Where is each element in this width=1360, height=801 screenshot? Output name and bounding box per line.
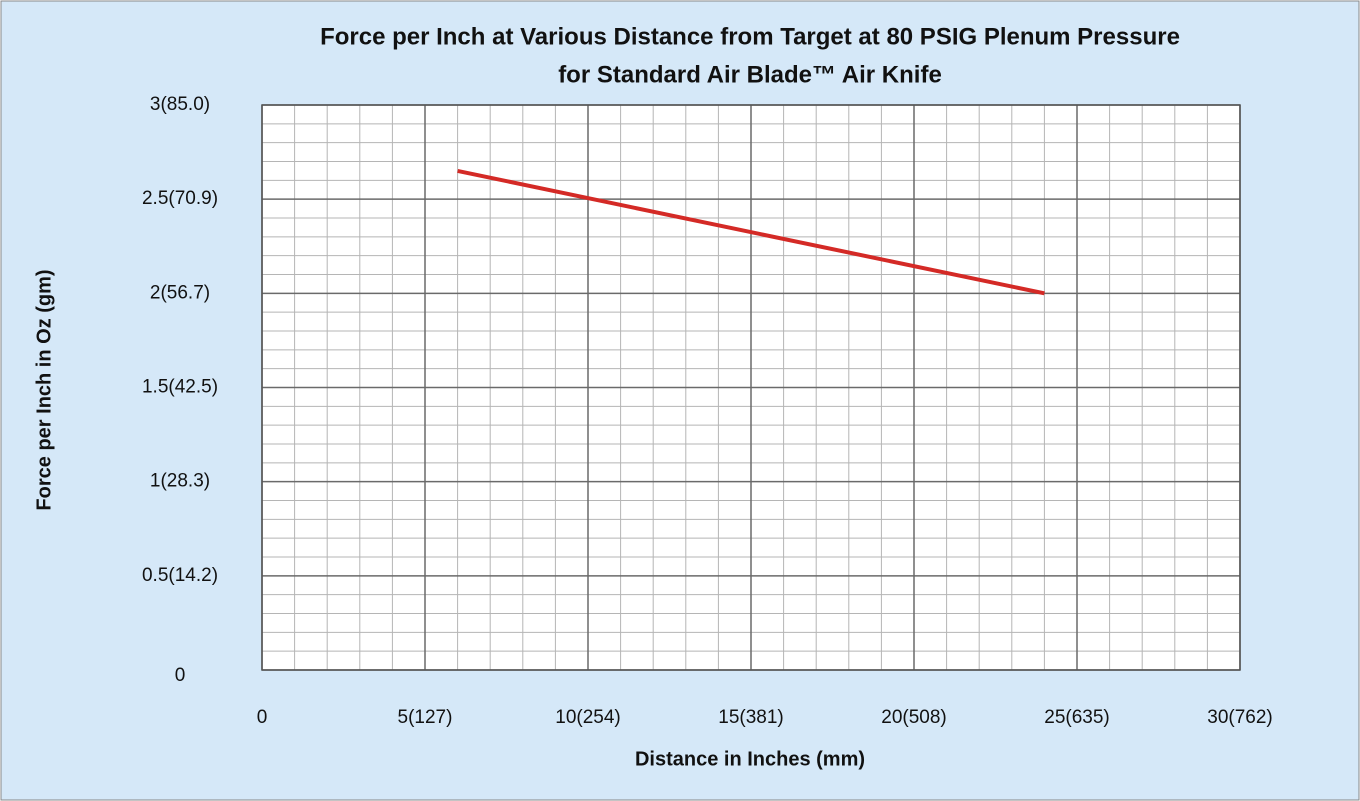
- chart-title: Force per Inch at Various Distance from …: [320, 23, 1180, 50]
- y-tick-label: 3(85.0): [150, 94, 210, 115]
- y-tick-label: 0.5(14.2): [142, 565, 218, 586]
- x-tick-label: 15(381): [718, 707, 784, 728]
- chart-title: for Standard Air Blade™ Air Knife: [558, 61, 942, 88]
- x-tick-label: 25(635): [1044, 707, 1110, 728]
- x-tick-label: 20(508): [881, 707, 947, 728]
- data-line: [457, 168, 1045, 296]
- y-axis-label: Force per Inch in Oz (gm): [33, 269, 55, 510]
- plot-border: [261, 104, 1241, 671]
- x-tick-label: 5(127): [398, 707, 453, 728]
- y-tick-label: 2.5(70.9): [142, 188, 218, 209]
- y-tick-label: 2(56.7): [150, 282, 210, 303]
- y-tick-label: 1.5(42.5): [142, 377, 218, 398]
- x-tick-label: 10(254): [555, 707, 621, 728]
- x-tick-label: 30(762): [1207, 707, 1273, 728]
- y-tick-label: 0: [175, 665, 186, 686]
- x-axis-label: Distance in Inches (mm): [635, 748, 865, 770]
- x-tick-label: 0: [257, 707, 268, 728]
- y-tick-label: 1(28.3): [150, 471, 210, 492]
